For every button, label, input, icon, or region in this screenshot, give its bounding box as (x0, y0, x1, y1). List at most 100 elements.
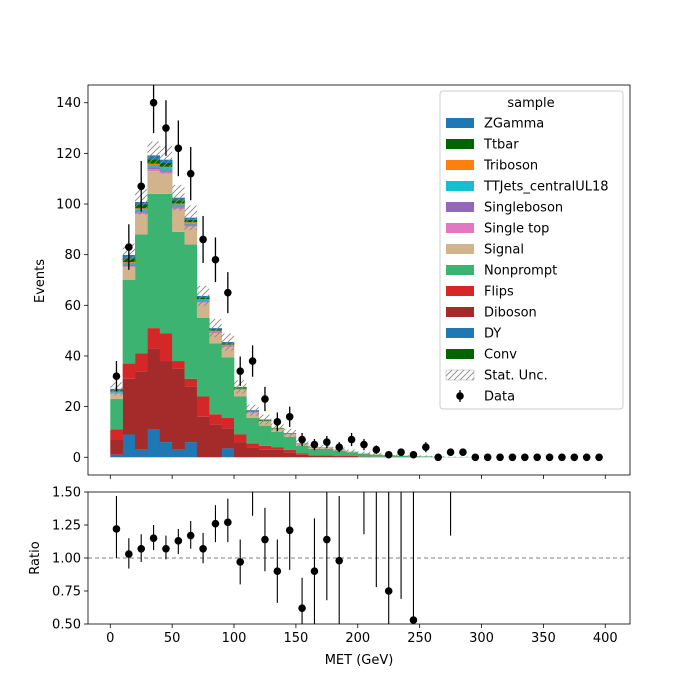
stack-bar (246, 447, 260, 458)
stack-bar (122, 267, 136, 280)
legend-frame (439, 90, 624, 410)
legend-title: sample (507, 96, 554, 111)
stack-bar (184, 226, 198, 245)
stack-bar (110, 439, 123, 455)
stack-bar (320, 455, 334, 457)
legend-swatch (446, 244, 474, 254)
y-tick-label: 120 (56, 147, 81, 162)
x-tick-label: 200 (345, 631, 370, 646)
ratio-x-axis: 0 50 100 150 200 250 300 350 400 (106, 624, 618, 646)
stack-bar (370, 454, 383, 457)
ratio-point (384, 587, 393, 595)
stack-bar (308, 456, 321, 458)
legend: sample ZGamma Ttbar Triboson TTJets_central… (439, 90, 624, 410)
data-point (248, 357, 257, 365)
stack-bar (147, 169, 161, 172)
legend-swatch (446, 349, 474, 359)
data-point (533, 453, 541, 462)
stack-bar (320, 456, 334, 458)
stack-bar (308, 448, 321, 456)
stat-unc-band (246, 404, 259, 416)
data-point (496, 453, 504, 462)
stat-unc-band (357, 451, 371, 455)
stack-bar (234, 396, 247, 435)
stack-bar (246, 418, 260, 444)
stack-bar (110, 454, 123, 458)
stack-bar (159, 333, 173, 362)
stat-unc-band (221, 333, 235, 351)
data-point (372, 445, 381, 454)
x-tick-label: 300 (469, 631, 494, 646)
stack-bar (357, 456, 371, 458)
stack-bar (221, 418, 235, 429)
ratio-point (236, 558, 245, 566)
stack-bar (196, 416, 210, 458)
data-point (595, 453, 603, 462)
stack-bar (295, 445, 309, 454)
data-point (397, 448, 405, 457)
legend-swatch (446, 160, 474, 170)
stack-bar (135, 234, 148, 354)
stack-bar (271, 449, 284, 458)
data-point (570, 453, 579, 462)
ratio-point (137, 544, 146, 553)
stack-bar (147, 171, 161, 194)
legend-label: TTJets_centralUL18 (483, 180, 609, 195)
data-point (261, 395, 269, 403)
ratio-plot-area (88, 492, 630, 624)
main-plot-content (110, 85, 603, 462)
ratio-point (174, 537, 183, 545)
stack-bar (135, 353, 148, 372)
stack-bar (135, 214, 148, 235)
stack-bar (122, 378, 136, 435)
data-point (224, 288, 232, 297)
ratio-point (149, 534, 158, 542)
ratio-point (261, 535, 269, 544)
legend-item-nonprompt: Nonprompt (446, 264, 557, 279)
data-point (211, 255, 220, 264)
legend-label: Single top (484, 222, 549, 237)
stack-bar (221, 347, 235, 358)
stack-bar (209, 424, 222, 458)
data-point (434, 453, 442, 462)
stack-bar (345, 456, 359, 457)
data-point (273, 418, 282, 426)
legend-item-data: Data (456, 390, 515, 405)
x-tick-label: 250 (407, 631, 432, 646)
stack-bar (196, 317, 210, 397)
ratio-point (409, 616, 418, 624)
data-point (335, 443, 344, 451)
data-point (582, 453, 591, 462)
legend-item-signal: Signal (446, 243, 524, 258)
legend-label: ZGamma (484, 117, 544, 132)
y-tick-label: 100 (56, 198, 81, 213)
stack-bar (172, 449, 185, 458)
ratio-point (285, 526, 294, 535)
legend-swatch (446, 139, 474, 149)
data-point (508, 453, 517, 462)
stack-bar (308, 455, 321, 457)
legend-item-zgamma: ZGamma (446, 117, 544, 132)
stack-bar (320, 448, 334, 456)
legend-swatch (446, 307, 474, 317)
legend-item-ttbar: Ttbar (446, 138, 519, 153)
stat-unc-band (209, 319, 222, 338)
main-y-axis: 0 20 40 60 80 100 120 140 (56, 96, 88, 466)
stack-bar (283, 452, 297, 458)
main-y-label: Events (33, 259, 48, 303)
ratio-point (211, 519, 220, 528)
stack-bar (283, 437, 297, 450)
legend-item-triboson: Triboson (446, 159, 538, 174)
y-tick-label: 40 (64, 349, 81, 364)
ratio-point (323, 535, 331, 544)
data-point (545, 453, 554, 462)
stack-bar (271, 431, 284, 448)
legend-item-diboson: Diboson (446, 306, 537, 321)
legend-swatch (445, 369, 475, 381)
stack-bar (258, 445, 272, 450)
legend-label: Conv (484, 348, 517, 363)
legend-label: Triboson (483, 159, 538, 174)
x-tick-label: 100 (222, 631, 247, 646)
stat-unc-band (147, 141, 160, 170)
